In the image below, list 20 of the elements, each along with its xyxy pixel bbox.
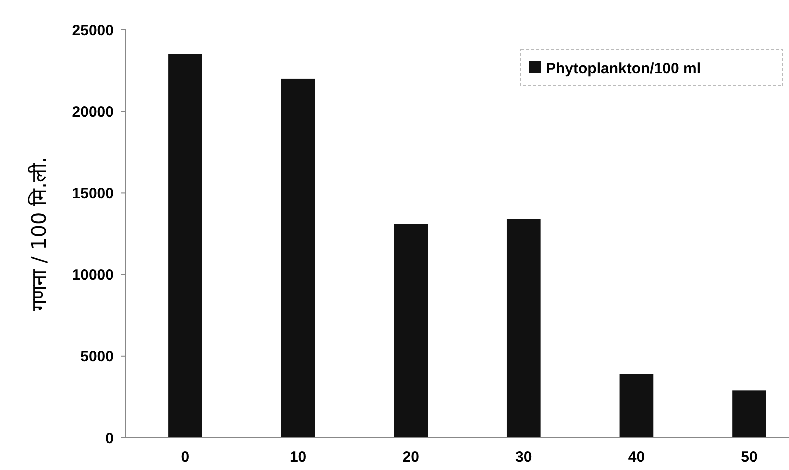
bar — [732, 390, 766, 438]
bar — [281, 78, 316, 438]
y-tick-label: 0 — [106, 430, 114, 448]
y-tick-label: 5000 — [80, 348, 114, 366]
x-tick-label: 0 — [181, 449, 190, 466]
x-tick-label: 10 — [290, 449, 307, 466]
x-tick-label: 20 — [402, 449, 420, 466]
y-axis-title: गणना / 100 मि.ली. — [27, 157, 51, 311]
bar — [620, 374, 654, 438]
legend-label: Phytoplankton/100 ml — [546, 60, 702, 78]
y-tick-label: 20000 — [72, 104, 114, 121]
y-tick-label: 15000 — [72, 185, 114, 202]
bar — [394, 224, 428, 438]
bar — [168, 54, 202, 438]
x-tick-label: 30 — [516, 449, 532, 466]
x-tick-label: 40 — [628, 449, 646, 466]
bar — [506, 219, 541, 438]
y-tick-label: 10000 — [72, 267, 114, 284]
x-tick-label: 50 — [741, 449, 758, 466]
y-tick-label: 25000 — [72, 22, 114, 40]
